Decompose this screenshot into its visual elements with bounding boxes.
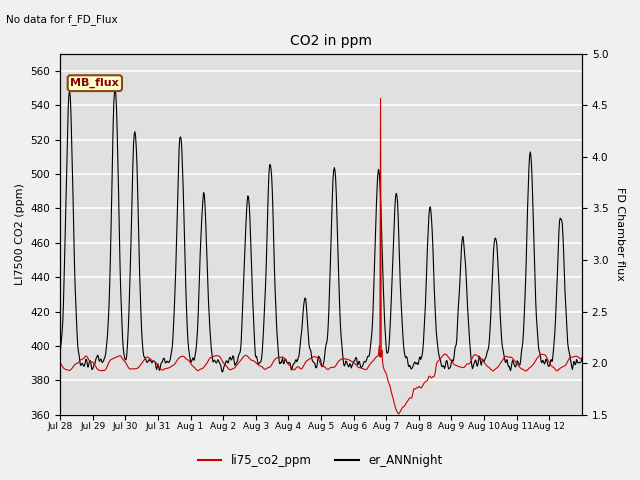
- Text: MB_flux: MB_flux: [70, 78, 119, 88]
- Y-axis label: FD Chamber flux: FD Chamber flux: [615, 187, 625, 281]
- Y-axis label: LI7500 CO2 (ppm): LI7500 CO2 (ppm): [15, 183, 25, 285]
- Title: CO2 in ppm: CO2 in ppm: [291, 34, 372, 48]
- Text: No data for f_FD_Flux: No data for f_FD_Flux: [6, 14, 118, 25]
- Legend: li75_co2_ppm, er_ANNnight: li75_co2_ppm, er_ANNnight: [193, 449, 447, 472]
